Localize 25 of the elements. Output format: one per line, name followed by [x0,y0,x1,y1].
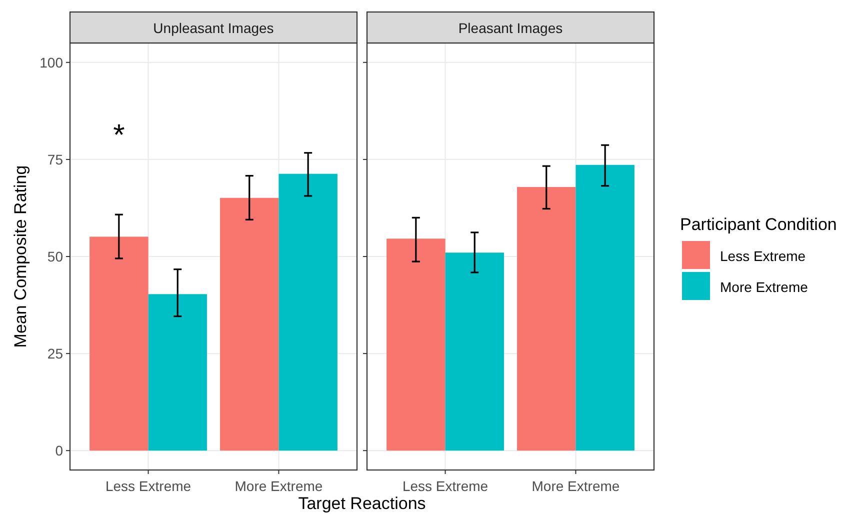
annotation: * [113,119,126,152]
y-tick-label: 50 [47,248,64,264]
bar [220,198,279,451]
legend-title: Participant Condition [680,215,837,234]
x-tick-label: More Extreme [234,478,323,494]
y-axis-title: Mean Composite Rating [11,165,30,348]
y-tick-label: 75 [47,151,64,168]
chart-title: Pleasant Images [458,20,563,36]
legend-label: Less Extreme [720,248,806,264]
bar [517,187,576,451]
y-tick-label: 100 [40,54,64,70]
y-tick-label: 0 [55,442,64,459]
x-tick-label: Less Extreme [402,478,488,494]
chart-title: Unpleasant Images [153,20,274,36]
bar [278,174,338,451]
x-tick-label: Less Extreme [105,478,192,494]
legend-label: More Extreme [720,279,808,295]
bar [445,252,504,451]
x-axis-title: Target Reactions [298,494,426,513]
x-tick-label: More Extreme [532,478,620,494]
y-tick-label: 25 [47,346,64,362]
bar [386,238,446,451]
bar [90,236,148,451]
bar [148,294,207,451]
bar [576,164,634,451]
